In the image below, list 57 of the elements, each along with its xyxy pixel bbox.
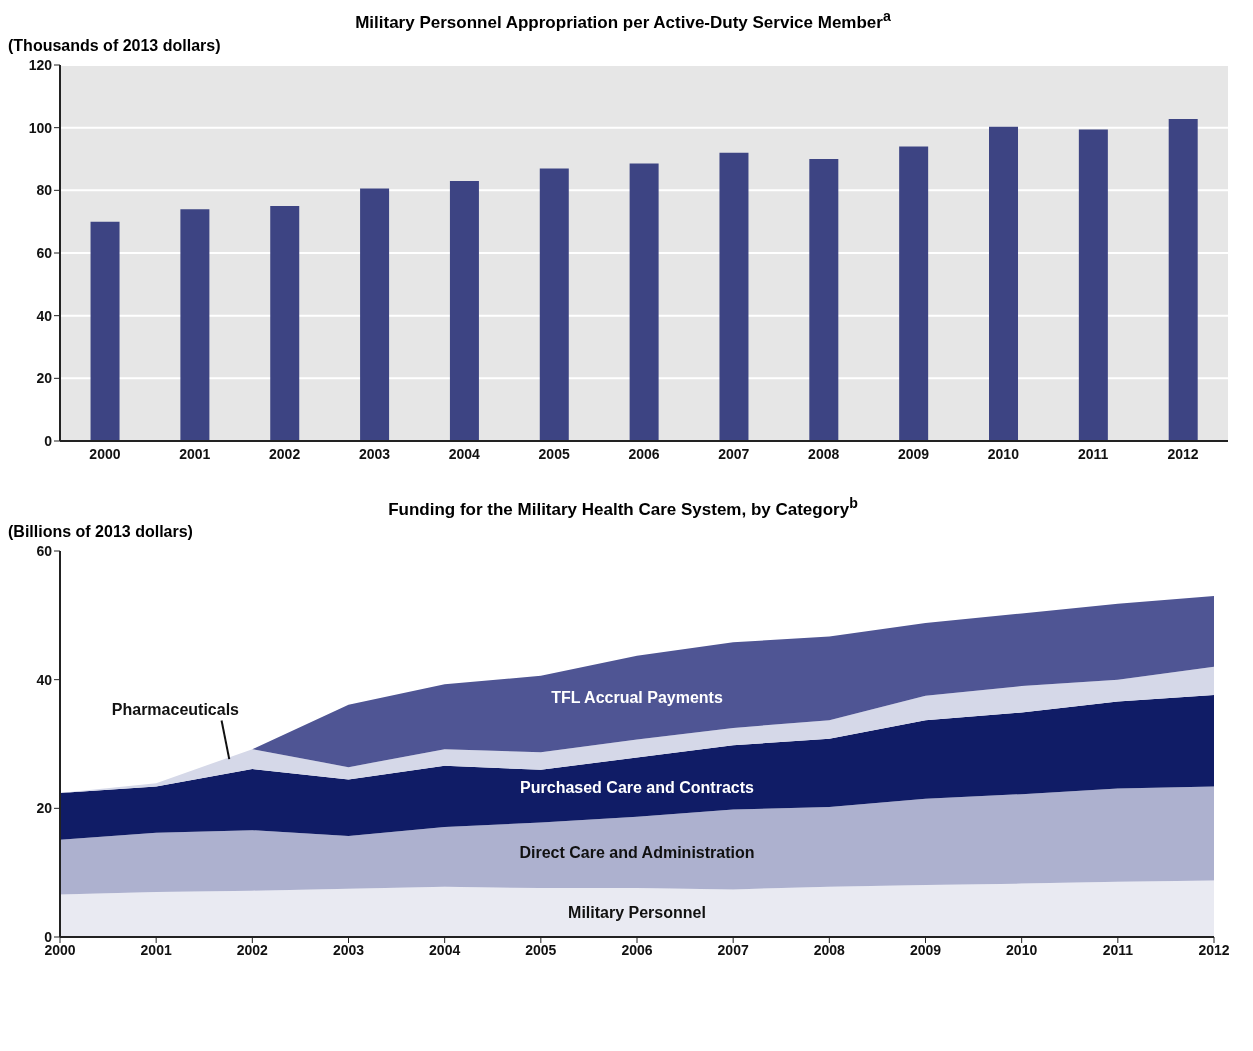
y-tick-label: 60: [36, 543, 53, 560]
x-tick-label: 2009: [909, 942, 942, 959]
y-tick-label: 120: [28, 56, 53, 73]
bar: [270, 205, 300, 441]
y-tick-label: 20: [36, 369, 53, 386]
x-tick-label: 2002: [269, 445, 301, 462]
x-tick-label: 2006: [621, 942, 653, 959]
x-tick-label: 2010: [1006, 942, 1038, 959]
x-tick-label: 2010: [987, 445, 1020, 462]
y-tick-label: 20: [36, 800, 53, 817]
text: Pharmaceuticals: [111, 700, 240, 718]
bar: [539, 168, 569, 441]
x-tick-label: 2004: [448, 445, 481, 462]
x-tick-label: 2005: [525, 942, 557, 959]
y-tick-label: 100: [28, 119, 53, 136]
series-label: Purchased Care and Contracts: [520, 779, 755, 797]
x-tick-label: 2000: [89, 445, 121, 462]
x-tick-label: 2001: [179, 445, 211, 462]
chart-title: Funding for the Military Health Care System, by Category$^{b}$: [387, 494, 859, 520]
y-tick-label: 0: [44, 432, 53, 449]
series-label: Military Personnel: [568, 904, 706, 922]
x-tick-label: 2003: [358, 445, 391, 462]
bar: [360, 188, 390, 441]
x-tick-label: 2004: [429, 942, 461, 959]
y-axis-title: (Thousands of 2013 dollars): [8, 36, 222, 55]
series-label: Direct Care and Administration: [519, 844, 755, 862]
bar: [1078, 129, 1108, 441]
y-tick-label: 40: [36, 307, 53, 324]
x-tick-label: 2009: [897, 445, 930, 462]
y-axis-title: (Billions of 2013 dollars): [8, 523, 194, 542]
x-tick-label: 2001: [140, 942, 172, 959]
x-tick-label: 2011: [1102, 942, 1134, 959]
x-tick-label: 2008: [813, 942, 846, 959]
x-tick-label: 2007: [718, 445, 750, 462]
x-tick-label: 2011: [1078, 445, 1109, 462]
bar: [449, 180, 479, 441]
x-tick-label: 2002: [236, 942, 269, 959]
x-tick-label: 2007: [717, 942, 749, 959]
x-tick-label: 2008: [808, 445, 840, 462]
bar: [90, 221, 120, 441]
bar: [1168, 118, 1198, 441]
y-tick-label: 80: [36, 181, 53, 198]
y-tick-label: 40: [36, 671, 53, 688]
bar: [989, 126, 1019, 441]
x-tick-label: 2012: [1167, 445, 1199, 462]
bar: [629, 163, 659, 441]
bar: [809, 158, 839, 441]
chart-title: Military Personnel Appropriation per Active-Duty Service Member$^{a}$: [354, 8, 892, 33]
x-tick-label: 2003: [332, 942, 365, 959]
bar: [899, 146, 929, 441]
bar: [180, 208, 210, 441]
x-tick-label: 2006: [628, 445, 660, 462]
x-tick-label: 2012: [1198, 942, 1230, 959]
x-tick-label: 2005: [538, 445, 570, 462]
series-label: TFL Accrual Payments: [551, 689, 723, 707]
bar: [719, 152, 749, 441]
y-tick-label: 60: [36, 244, 53, 261]
